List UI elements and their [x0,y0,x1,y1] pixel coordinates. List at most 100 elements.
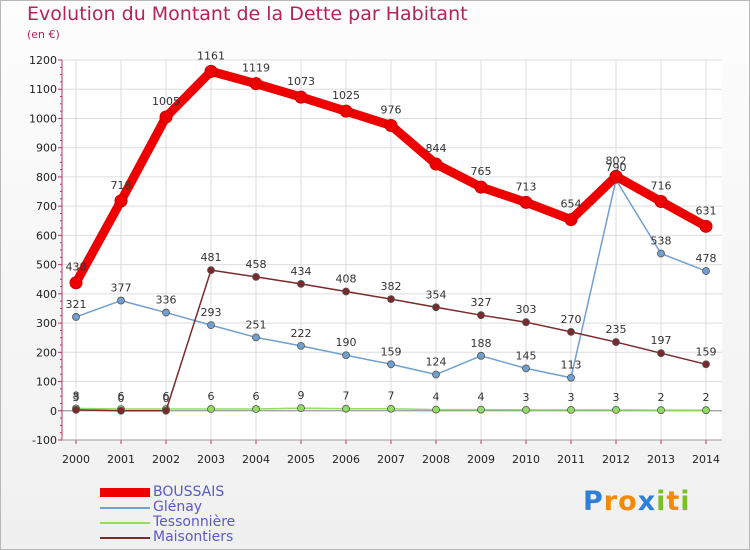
data-point [72,313,80,321]
data-label: 197 [651,334,672,347]
data-point [72,405,80,414]
data-point [477,405,485,414]
data-point [294,90,308,104]
data-label: 293 [201,306,222,319]
x-tick-label: 2004 [242,453,270,466]
y-tick-label: 1000 [29,112,57,125]
data-point [162,406,170,415]
data-point [342,351,350,360]
data-label: 0 [118,392,125,405]
brand-letter: i [656,486,667,517]
data-point [432,370,440,379]
data-label: 6 [118,390,125,403]
data-label: 222 [291,327,312,340]
data-label: 716 [651,179,672,192]
x-tick-label: 2012 [602,453,630,466]
data-point [297,280,305,288]
data-point [699,219,713,233]
data-point [477,311,485,320]
data-label: 159 [381,345,402,358]
y-tick-label: 400 [36,288,57,301]
data-label: 3 [613,391,620,404]
data-point [117,296,125,305]
y-tick-label: 900 [36,142,57,155]
data-label: 3 [523,391,530,404]
data-label: 235 [606,323,627,336]
data-label: 976 [381,103,402,116]
data-label: 327 [471,296,492,309]
data-label: 434 [291,265,312,278]
legend-swatch [100,507,150,509]
data-point [207,266,215,275]
data-point [522,318,530,327]
data-label: 1073 [287,75,315,88]
data-label: 1119 [242,62,270,75]
legend-label: Maisontiers [153,529,234,545]
data-point [384,118,398,132]
data-point [387,360,395,369]
chart-title: Evolution du Montant de la Dette par Hab… [27,3,468,25]
legend-label: Tessonnière [153,514,236,530]
data-label: 1025 [332,89,360,102]
data-label: 377 [111,282,132,295]
data-point [342,404,350,413]
brand-letter: r [603,486,619,517]
data-label: 408 [336,273,357,286]
chart-unit: (en €) [27,28,60,41]
data-label: 251 [246,318,267,331]
data-point [69,276,83,290]
data-label: 6 [163,390,170,403]
data-label: 0 [163,392,170,405]
data-point [657,349,665,358]
data-point [387,404,395,413]
data-point [432,405,440,414]
data-point [702,267,710,275]
data-label: 790 [606,161,627,174]
x-tick-label: 2008 [422,453,450,466]
data-label: 8 [73,389,80,402]
data-point [387,295,395,304]
data-label: 159 [696,345,717,358]
legend-swatch [100,522,150,524]
data-label: 4 [433,391,440,404]
data-label: 631 [696,204,717,217]
data-label: 1161 [197,49,225,62]
data-label: 481 [201,251,222,264]
legend-label: Glénay [153,499,203,515]
data-label: 3 [73,391,80,404]
x-tick-label: 2001 [107,453,135,466]
data-point [567,373,575,382]
x-tick-label: 2006 [332,453,360,466]
data-label: 124 [426,356,447,369]
data-label: 2 [658,391,665,404]
data-label: 336 [156,294,177,307]
data-label: 718 [111,179,132,192]
brand-letter: t [666,486,681,517]
legend-label: BOUSSAIS [153,484,225,500]
y-tick-label: 1100 [29,83,57,96]
y-tick-label: 500 [36,259,57,272]
data-point [567,327,575,336]
data-point [114,194,128,208]
data-label: 321 [66,298,87,311]
legend-swatch [100,488,150,497]
data-label: 354 [426,288,447,301]
data-point [429,157,443,171]
data-point [477,351,485,360]
x-tick-label: 2013 [647,453,675,466]
data-point [252,272,260,281]
brand-letter: o [618,486,638,517]
data-point [612,405,620,414]
data-label: 654 [561,198,582,211]
data-label: 9 [298,389,305,402]
data-label: 802 [606,154,627,167]
data-labels: 4387181005116111191073102597684476571365… [66,49,717,404]
data-label: 6 [208,390,215,403]
x-tick-label: 2014 [692,453,720,466]
data-point [474,180,488,194]
y-tick-label: 0 [50,405,57,418]
data-label: 713 [516,180,537,193]
data-label: 478 [696,252,717,265]
x-tick-label: 2005 [287,453,315,466]
